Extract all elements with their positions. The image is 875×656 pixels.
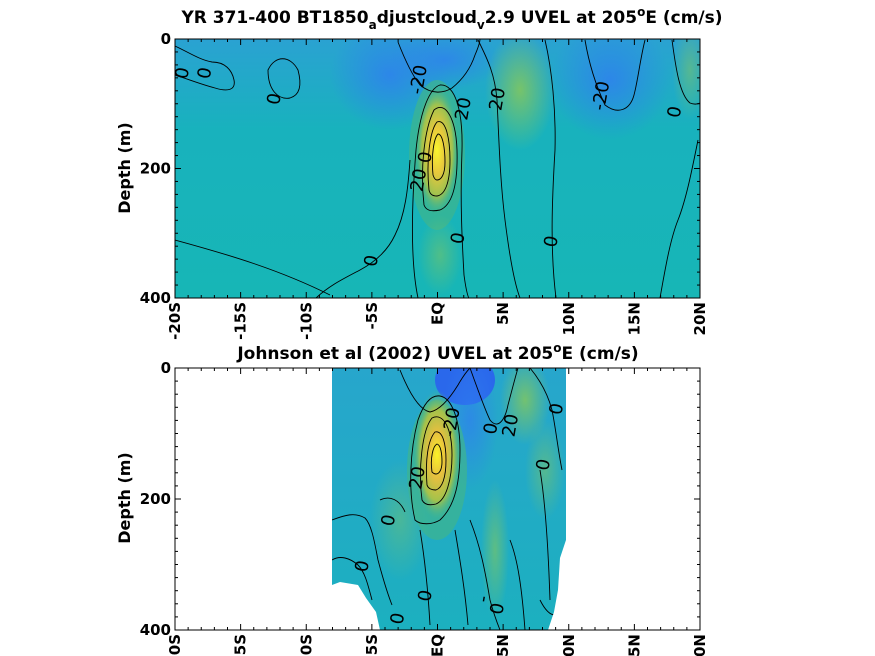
- contour-label: -20: [589, 80, 615, 113]
- x-tick-label: 5N: [494, 302, 512, 325]
- contour-label: 0: [414, 588, 437, 603]
- x-tick-label: 15N: [625, 634, 643, 656]
- contour-label: 0: [486, 601, 509, 616]
- contour-label: 0: [360, 253, 383, 268]
- x-axis-2: -20S -15S -10S -5S EQ 5N 10N 15N 20N: [166, 368, 709, 656]
- y-tick-label: 0: [161, 359, 171, 377]
- contour-label: 0: [263, 92, 286, 107]
- contour-label: 20: [499, 412, 524, 438]
- y-tick-label: 200: [140, 160, 171, 178]
- x-axis-1: -20S -15S -10S -5S EQ 5N 10N 15N 20N: [166, 39, 709, 340]
- heatmap-field-2: [332, 368, 566, 630]
- contour-label: 20: [451, 96, 476, 122]
- y-tick-label: 200: [140, 490, 171, 508]
- contour-label: 0: [351, 559, 374, 574]
- y-axis-label-1: Depth (m): [115, 122, 134, 214]
- x-tick-label: -20S: [166, 302, 184, 340]
- contour-label: 0: [480, 421, 503, 436]
- y-tick-label: 400: [140, 289, 171, 307]
- contour-label: 20: [405, 465, 430, 491]
- contours-2: [332, 368, 563, 630]
- x-tick-label: 20N: [691, 302, 709, 335]
- x-tick-label: 15N: [625, 302, 643, 335]
- contour-label: -: [472, 594, 494, 604]
- contour-label: 0: [545, 402, 568, 417]
- x-tick-label: -5S: [363, 634, 381, 656]
- x-tick-label: 20N: [691, 634, 709, 656]
- chart-title-1: YR 371-400 BT1850adjustcloudv2.9 UVEL at…: [180, 5, 722, 32]
- heatmap-field-1: [175, 39, 700, 298]
- contour-label: 0: [387, 611, 410, 626]
- x-tick-label: -10S: [297, 302, 315, 340]
- x-tick-label: -15S: [232, 634, 250, 656]
- y-tick-label: 0: [161, 30, 171, 48]
- contour-label: 0: [532, 457, 555, 472]
- x-tick-label: -5S: [363, 302, 381, 329]
- contour-label: 0: [414, 150, 437, 165]
- contour-label: 0: [664, 105, 687, 120]
- x-tick-label: 5N: [494, 634, 512, 656]
- contour-label: 20: [407, 167, 432, 193]
- contour-label: 0: [194, 66, 217, 81]
- contours-1: [175, 39, 700, 298]
- x-tick-label: 10N: [560, 634, 578, 656]
- y-tick-label: 400: [140, 621, 171, 639]
- contour-label: -20: [439, 406, 465, 439]
- contour-label: 20: [485, 86, 510, 112]
- contour-label: 0: [171, 66, 194, 81]
- contour-label: 0: [447, 231, 470, 246]
- x-tick-label: 10N: [560, 302, 578, 335]
- x-tick-label: -10S: [297, 634, 315, 656]
- x-tick-label: EQ: [429, 302, 447, 325]
- y-axis-label-2: Depth (m): [115, 452, 134, 544]
- x-tick-label: EQ: [429, 634, 447, 656]
- contour-label: 0: [540, 234, 563, 249]
- chart-title-2: Johnson et al (2002) UVEL at 205oE (cm/s…: [236, 341, 638, 364]
- x-tick-label: -20S: [166, 634, 184, 656]
- contour-label: 0: [377, 513, 400, 528]
- x-tick-label: -15S: [232, 302, 250, 340]
- contour-label: -20: [406, 63, 432, 96]
